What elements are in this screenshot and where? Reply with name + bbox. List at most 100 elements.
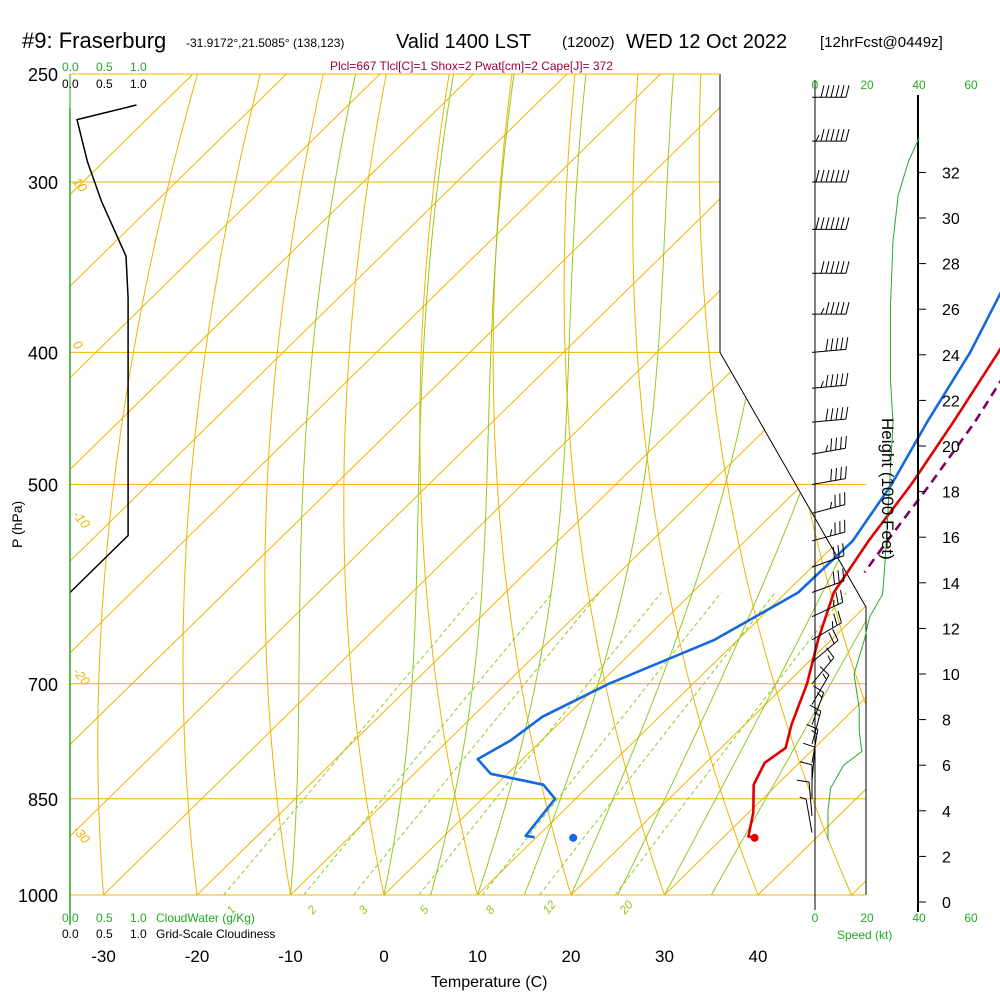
height-tick-label: 6 [942,758,951,775]
wind-barb [812,261,849,273]
wind-barb-staff [812,693,824,725]
wind-barb-feather [846,373,848,385]
wind-barb-staff [812,448,845,454]
zulu-time: (1200Z) [562,34,615,51]
wind-barb-feather [831,217,834,229]
wind-barb-feather [841,302,844,314]
left-isotherm-label: 0 [70,337,87,353]
temperature-tick-label: 0 [379,947,388,966]
wind-barb-feather [830,529,831,536]
wind-barb-feather [821,85,824,97]
wind-barb-feather [833,547,834,559]
height-tick-label: 4 [942,804,951,821]
isotherm-line [852,74,1000,895]
wind-barb [812,302,849,314]
mixing-ratio-line [482,593,721,896]
wind-barb-feather [831,408,833,420]
mixing-ratio-line [419,593,662,896]
wind-barb [812,686,824,725]
wind-barb-feather [836,338,838,350]
wind-barb-feather [821,261,824,273]
wind-barb-feather [816,170,819,182]
wind-barb-feather [846,85,849,97]
left-isotherm-label: -20 [70,664,94,689]
speed-tick-bottom: 20 [860,911,874,925]
temperature-tick-label: 30 [655,947,674,966]
height-tick-label: 2 [942,849,951,866]
pressure-tick-label: 850 [28,790,58,810]
mixing-ratio-label: 5 [417,903,432,917]
mixing-ratio-line [304,593,553,896]
height-axis-label: Height (1000 Feet) [878,418,897,560]
wind-barb [812,407,848,422]
wind-barb-feather [841,437,842,449]
wind-barb-feather [826,339,828,351]
wind-barb-feather [836,408,838,420]
wind-barb-feather [797,780,809,782]
wind-barb-feather [836,129,839,141]
height-tick-label: 8 [942,713,951,730]
surface-temperature-point [751,834,759,842]
temperature-tick-label: -30 [91,947,116,966]
wind-barb-feather [821,217,824,229]
wind-barb-feather [826,129,829,141]
wind-barb-feather [846,170,849,182]
valid-time: Valid 1400 LST [396,31,531,53]
height-tick-label: 10 [942,667,960,684]
mixing-ratio-label: 2 [304,903,320,918]
cloudiness-scale-bottom: 0.0 [62,927,79,941]
x-axis-label: Temperature (C) [431,974,547,991]
wind-barb-feather [816,135,819,141]
wind-barb-feather [836,592,838,604]
pressure-tick-label: 700 [28,675,58,695]
wind-barb [812,170,849,182]
wind-barb-feather [816,217,819,229]
height-tick-label: 20 [942,439,960,456]
wind-barb [812,466,846,484]
wind-barb-feather [846,302,849,314]
wind-barb-feather [836,302,839,314]
wind-barb-feather [821,129,824,141]
mixing-ratio-label: 3 [356,903,371,917]
wind-barb-feather [831,170,834,182]
wind-barb-feather [831,261,834,273]
wind-barb-feather [826,217,829,229]
pressure-tick-label: 250 [28,65,58,85]
left-isotherm-label: -30 [70,822,94,847]
wind-barb-feather [836,374,838,386]
wind-barb [800,797,812,832]
pressure-tick-label: 1000 [18,886,58,906]
wind-barb-feather [838,570,839,582]
wind-barb-feather [836,217,839,229]
left-isotherm-label: -10 [70,507,94,532]
wind-barb-feather [841,407,843,419]
mixing-ratio-label: 12 [540,897,560,916]
cloudwater-scale-bottom: 0.0 [62,911,79,925]
wind-barb [812,129,849,141]
height-tick-label: 12 [942,621,960,638]
cloudwater-scale-bottom: 1.0 [130,911,147,925]
wind-barb [812,337,848,352]
wind-barb-feather [830,502,831,509]
wind-barb-feather [841,261,844,273]
wind-barb-feather [826,445,828,451]
wind-barb [812,436,846,454]
height-tick-label: 32 [942,165,960,182]
speed-tick-top: 0 [812,78,819,92]
wind-barb-feather [826,409,828,421]
cloudwater-scale-top: 0.5 [96,60,113,74]
wind-barb-feather [828,655,831,661]
wind-barb [812,373,848,388]
y-axis-label: P (hPa) [9,501,25,548]
temperature-tick-label: -10 [278,947,303,966]
wind-barb-staff [812,479,845,485]
wind-barb-staff [812,532,845,541]
wind-barb-feather [827,648,834,658]
height-tick-label: 30 [942,211,960,228]
temperature-tick-label: 20 [562,947,581,966]
wind-barb-feather [831,338,833,350]
wind-barb [812,520,845,541]
cloudwater-label: CloudWater (g/Kg) [156,911,255,925]
